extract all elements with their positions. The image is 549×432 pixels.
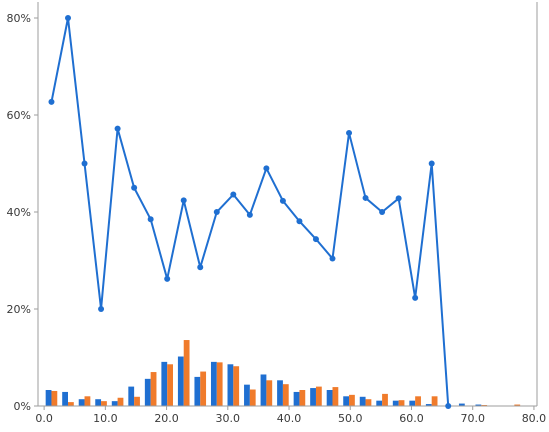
line-point — [147, 216, 154, 223]
bar — [45, 390, 52, 406]
bar — [177, 356, 184, 406]
x-tick-label: 60.0 — [399, 412, 424, 425]
line-point — [197, 264, 204, 271]
bar — [349, 394, 355, 406]
line-point — [329, 255, 336, 262]
line-point — [395, 195, 402, 202]
bar — [514, 404, 521, 406]
x-tick-label: 30.0 — [216, 412, 241, 425]
bar — [194, 376, 201, 406]
bar — [315, 386, 322, 406]
bar — [409, 400, 416, 406]
bar — [150, 372, 157, 406]
bar — [68, 402, 74, 406]
line-point — [246, 211, 253, 218]
bar — [425, 404, 432, 406]
bar — [84, 396, 91, 406]
x-tick-label: 40.0 — [277, 412, 302, 425]
bar-series-b — [51, 340, 521, 407]
bar — [183, 340, 190, 406]
x-tick-label: 10.0 — [93, 412, 118, 425]
y-tick-label: 20% — [7, 303, 31, 316]
line-point — [445, 403, 452, 409]
bar — [415, 396, 421, 406]
bar — [431, 396, 438, 406]
line-point — [98, 306, 105, 312]
bar — [144, 378, 151, 406]
bar — [216, 362, 223, 406]
line-point — [312, 236, 319, 243]
line-point — [412, 294, 419, 301]
line-point — [428, 160, 435, 167]
x-tick-label: 80.0 — [522, 412, 547, 425]
bar — [227, 364, 234, 406]
line-point — [213, 209, 220, 215]
bar — [249, 389, 256, 406]
bar — [310, 388, 316, 406]
bar — [210, 361, 217, 406]
line-point — [114, 125, 121, 132]
bar — [62, 391, 68, 406]
x-tick-label: 50.0 — [338, 412, 363, 425]
line-point — [362, 194, 369, 201]
bar-series-a — [45, 356, 531, 406]
line-point — [379, 209, 386, 215]
bar — [365, 399, 372, 406]
bar — [244, 384, 250, 406]
bar — [233, 366, 240, 406]
y-tick-label: 40% — [7, 206, 31, 219]
bar — [111, 401, 118, 406]
bar — [266, 380, 273, 406]
y-axis-ticks: 0% 20% 40% 60% 80% — [7, 12, 38, 413]
bar — [458, 403, 465, 406]
line-point — [131, 184, 138, 191]
line-point — [164, 275, 171, 282]
bar — [475, 404, 482, 406]
bar — [376, 400, 383, 406]
y-tick-label: 80% — [7, 12, 31, 25]
bar — [277, 380, 283, 406]
bar — [326, 390, 333, 406]
bar — [128, 386, 135, 406]
bar — [161, 361, 168, 406]
bar — [392, 400, 399, 406]
line-point — [48, 98, 55, 105]
bar — [282, 384, 289, 406]
bar — [200, 371, 207, 406]
line-series — [48, 15, 452, 409]
bar — [398, 400, 405, 406]
y-tick-label: 60% — [7, 109, 31, 122]
bar — [134, 396, 140, 406]
bar — [382, 393, 388, 407]
bar — [332, 387, 339, 406]
bar — [95, 399, 102, 406]
bar — [343, 396, 350, 406]
bar — [293, 391, 300, 406]
x-tick-label: 70.0 — [460, 412, 485, 425]
line-point — [65, 15, 71, 21]
line-point — [279, 197, 286, 204]
x-tick-label: 0.0 — [35, 412, 53, 425]
bar — [167, 364, 173, 406]
bar — [117, 397, 124, 406]
x-axis-ticks: 0.0 10.0 20.0 30.0 40.0 50.0 60.0 70.0 80.0 — [35, 406, 546, 425]
x-tick-label: 20.0 — [154, 412, 179, 425]
bar — [51, 390, 58, 406]
line-point — [81, 160, 88, 167]
bar — [260, 374, 267, 406]
bar — [299, 390, 306, 406]
line-point — [180, 197, 187, 204]
bar — [101, 401, 107, 406]
line-point — [346, 129, 353, 136]
line-point — [296, 218, 303, 225]
line-point — [263, 165, 270, 172]
bar — [78, 399, 85, 406]
line-point — [230, 191, 237, 198]
bar — [359, 396, 366, 406]
y-tick-label: 0% — [14, 400, 31, 413]
